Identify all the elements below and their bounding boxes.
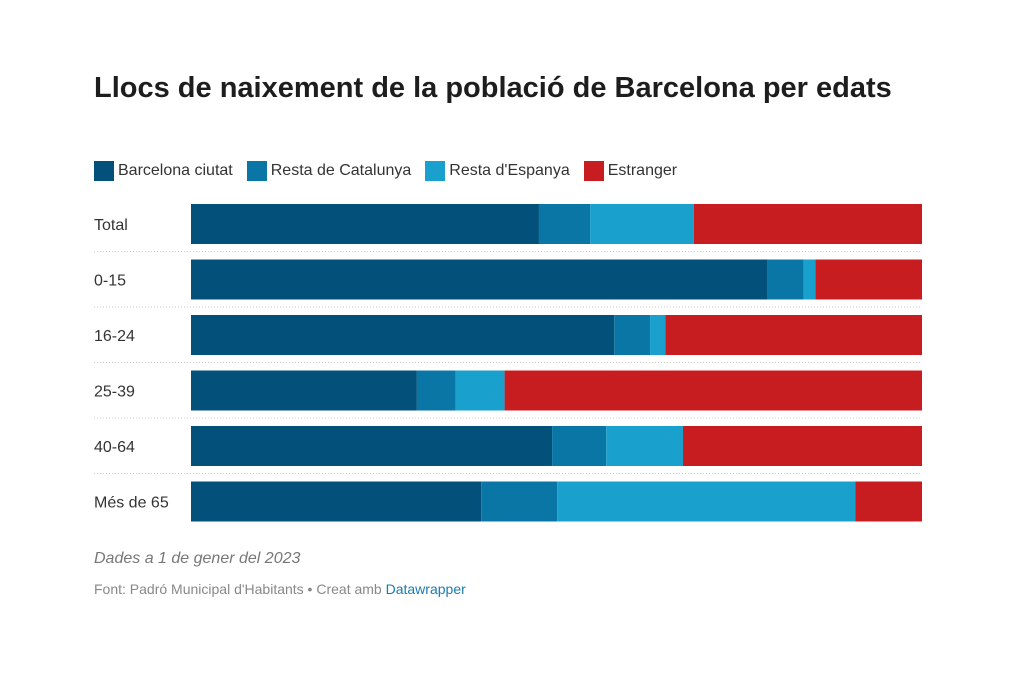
bar-segment <box>590 204 694 244</box>
legend-label: Estranger <box>607 162 678 179</box>
legend-swatch <box>425 161 446 181</box>
source-line: Font: Padró Municipal d'Habitants • Crea… <box>94 581 466 597</box>
legend-swatch <box>583 161 604 181</box>
bar-segment <box>538 204 591 244</box>
bar-segment <box>191 259 768 300</box>
category-label: Més de 65 <box>94 495 169 512</box>
bar-segment <box>693 204 922 244</box>
category-label: 0-15 <box>94 273 126 290</box>
bar-segment <box>504 370 922 411</box>
legend-swatch <box>94 161 114 181</box>
chart-title: Llocs de naixement de la població de Bar… <box>94 72 892 104</box>
bar-segment <box>606 426 683 466</box>
legend-item: Barcelona ciutat <box>94 161 233 181</box>
bar-segment <box>665 315 922 355</box>
bar-segment <box>552 426 607 466</box>
legend-swatch <box>246 161 267 181</box>
category-label: 16-24 <box>94 328 135 345</box>
bar-segment <box>416 370 456 411</box>
legend-item: Estranger <box>583 161 678 181</box>
bar-segment <box>191 315 615 355</box>
bar-segment <box>191 426 553 466</box>
legend: Barcelona ciutat Resta de Catalunya Resta … <box>94 161 677 181</box>
stacked-bar-chart: Total 0-15 16-24 25-39 40-64 Més de 65 <box>94 204 922 522</box>
legend-label: Resta d'Espanya <box>449 162 570 179</box>
bar-segment <box>682 426 922 466</box>
chart-note: Dades a 1 de gener del 2023 <box>94 550 301 567</box>
bar-segment <box>191 481 482 522</box>
bar-segment <box>650 315 666 355</box>
datawrapper-link[interactable]: Datawrapper <box>385 581 466 597</box>
bar-segment <box>767 259 804 300</box>
category-label: Total <box>94 217 128 234</box>
bar-segment <box>614 315 651 355</box>
bar-segment <box>855 481 922 522</box>
bar-segment <box>803 259 816 300</box>
bar-segment <box>455 370 505 411</box>
legend-item: Resta d'Espanya <box>425 161 570 181</box>
bar-segment <box>481 481 558 522</box>
source-text: Font: Padró Municipal d'Habitants • Crea… <box>94 581 386 597</box>
category-label: 40-64 <box>94 439 135 456</box>
bar-segment <box>191 370 417 411</box>
category-label: 25-39 <box>94 384 135 401</box>
bar-segment <box>815 259 922 300</box>
bar-segment <box>557 481 856 522</box>
legend-item: Resta de Catalunya <box>246 161 412 181</box>
legend-label: Resta de Catalunya <box>270 162 412 179</box>
legend-label: Barcelona ciutat <box>118 162 233 179</box>
bar-segment <box>191 204 539 244</box>
